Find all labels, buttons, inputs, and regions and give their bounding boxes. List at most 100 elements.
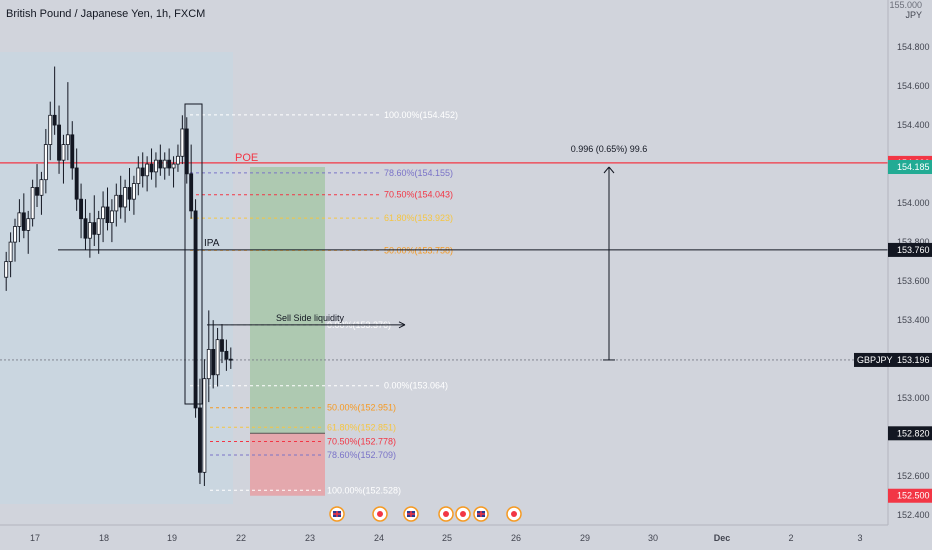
candle-7 <box>35 164 39 207</box>
candle-19 <box>87 212 92 258</box>
event-dot <box>443 511 449 517</box>
candle-49 <box>220 324 224 364</box>
x-tick-label-9: 30 <box>648 533 658 543</box>
candle-body <box>228 358 233 361</box>
x-tick-label-1: 18 <box>99 533 109 543</box>
candle-28 <box>127 167 132 211</box>
fib-upper-label-1: 78.60%(154.155) <box>384 168 453 178</box>
x-tick-label-10: Dec <box>714 533 731 543</box>
price-tag-label-3: 153.196 <box>897 355 930 365</box>
candle-body <box>127 187 132 200</box>
candle-43 <box>193 199 198 418</box>
fib-upper-label-2: 70.50%(154.043) <box>384 190 453 200</box>
candle-body <box>83 218 88 239</box>
candle-body <box>61 144 66 161</box>
fib-lower-label-3: 70.50%(152.778) <box>327 436 396 446</box>
candle-body <box>96 218 101 235</box>
candle-body <box>176 155 180 165</box>
candle-3 <box>17 199 22 243</box>
candle-body <box>4 261 9 278</box>
candle-20 <box>92 195 97 247</box>
candle-body <box>109 210 114 224</box>
stop-zone <box>250 433 325 496</box>
candle-body <box>211 349 216 376</box>
candle-9 <box>43 128 48 194</box>
candle-body <box>215 339 220 376</box>
y-tick-label-5: 153.600 <box>897 276 930 286</box>
candle-body <box>57 124 61 161</box>
candle-body <box>153 159 158 173</box>
candle-4 <box>21 193 26 239</box>
candle-34 <box>153 152 158 188</box>
economic-event-icon <box>506 506 522 522</box>
candle-5 <box>26 210 31 254</box>
y-tick-label-7: 153.000 <box>897 393 930 403</box>
candle-body <box>131 183 136 200</box>
candle-body <box>74 167 79 200</box>
candle-35 <box>158 144 163 176</box>
price-tag-5 <box>888 488 932 503</box>
candle-22 <box>101 191 106 243</box>
candle-body <box>224 350 229 360</box>
candle-body <box>118 194 123 208</box>
candle-body <box>21 212 26 231</box>
candle-18 <box>83 199 88 250</box>
candle-36 <box>162 152 167 180</box>
candle-body <box>13 226 17 243</box>
candle-body <box>136 167 141 184</box>
economic-event-icon <box>455 506 471 522</box>
candle-38 <box>171 156 176 188</box>
candle-body <box>189 173 194 212</box>
price-tag-label-4: 152.820 <box>897 428 930 438</box>
candle-body <box>149 163 154 173</box>
y-tick-label-1: 154.600 <box>897 81 930 91</box>
event-dot <box>460 511 466 517</box>
candle-51 <box>228 347 233 369</box>
candle-27 <box>123 179 128 223</box>
ipa-label: IPA <box>204 238 220 249</box>
symbol-tag-label: GBPJPY <box>857 355 893 365</box>
candle-23 <box>105 187 110 231</box>
x-tick-label-7: 26 <box>511 533 521 543</box>
x-tick-label-5: 24 <box>374 533 384 543</box>
candle-body <box>39 179 44 196</box>
candle-body <box>162 159 167 169</box>
uk-flag-icon <box>403 506 419 522</box>
fib-upper-label-5: 0.00%(153.064) <box>384 381 448 391</box>
time-axis-bg <box>0 525 932 550</box>
measure-arrowhead <box>603 166 615 174</box>
candle-body <box>43 144 48 181</box>
candle-47 <box>211 320 216 389</box>
top-price-partial: 155.000 <box>889 0 922 10</box>
poe-label: POE <box>235 152 258 164</box>
candle-14 <box>65 82 70 161</box>
candle-0 <box>4 251 9 291</box>
candle-body <box>30 187 35 220</box>
ssl-label: Sell Side liquidity <box>276 313 345 323</box>
economic-event-icon <box>438 506 454 522</box>
candle-body <box>220 339 224 352</box>
x-tick-label-0: 17 <box>30 533 40 543</box>
candle-body <box>70 134 75 169</box>
y-tick-label-2: 154.400 <box>897 120 930 130</box>
candle-body <box>87 222 92 239</box>
fib-lower-label-2: 61.80%(152.851) <box>327 422 396 432</box>
price-axis-bg <box>888 0 932 550</box>
candle-body <box>202 378 207 473</box>
event-dot <box>511 511 517 517</box>
candle-body <box>180 128 185 157</box>
price-tag-1 <box>888 160 932 175</box>
candle-16 <box>74 148 79 211</box>
candle-12 <box>57 105 61 174</box>
ssl-arrowhead <box>398 321 406 329</box>
candle-body <box>8 241 13 263</box>
candle-body <box>92 222 97 235</box>
x-tick-label-2: 19 <box>167 533 177 543</box>
candle-body <box>114 194 119 212</box>
candle-50 <box>224 339 229 371</box>
symbol-tag <box>854 352 888 367</box>
x-tick-label-3: 22 <box>236 533 246 543</box>
axis-unit-label: 155.000 JPY <box>882 0 922 20</box>
